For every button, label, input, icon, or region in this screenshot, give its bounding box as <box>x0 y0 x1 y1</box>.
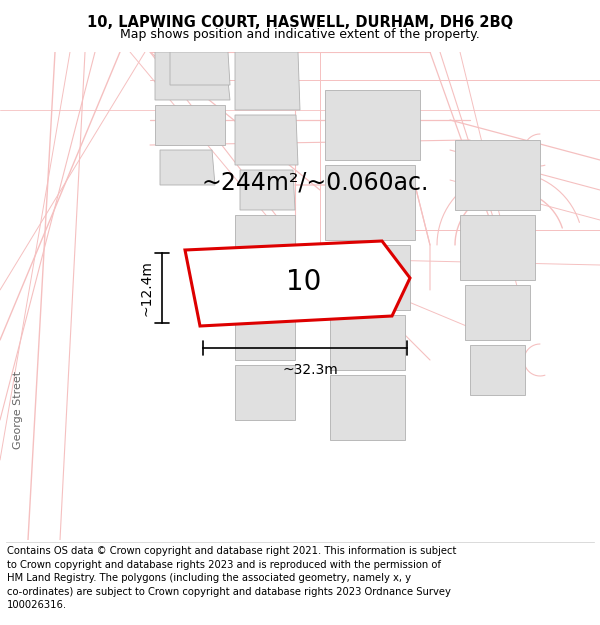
Polygon shape <box>235 52 300 110</box>
Polygon shape <box>155 52 230 100</box>
Text: George Street: George Street <box>13 371 23 449</box>
Text: 10: 10 <box>286 268 322 296</box>
Polygon shape <box>160 150 215 185</box>
Polygon shape <box>325 165 415 240</box>
Polygon shape <box>465 285 530 340</box>
Polygon shape <box>240 170 295 210</box>
Polygon shape <box>235 365 295 420</box>
Text: Map shows position and indicative extent of the property.: Map shows position and indicative extent… <box>120 28 480 41</box>
Polygon shape <box>330 245 410 310</box>
Polygon shape <box>470 345 525 395</box>
Polygon shape <box>330 375 405 440</box>
Polygon shape <box>455 140 540 210</box>
Polygon shape <box>235 215 295 260</box>
Text: ~32.3m: ~32.3m <box>282 363 338 377</box>
Polygon shape <box>155 105 225 145</box>
Text: ~12.4m: ~12.4m <box>140 260 154 316</box>
Polygon shape <box>330 315 405 370</box>
Text: Contains OS data © Crown copyright and database right 2021. This information is : Contains OS data © Crown copyright and d… <box>7 546 457 611</box>
Text: 10, LAPWING COURT, HASWELL, DURHAM, DH6 2BQ: 10, LAPWING COURT, HASWELL, DURHAM, DH6 … <box>87 14 513 29</box>
Polygon shape <box>235 265 295 360</box>
Text: ~244m²/~0.060ac.: ~244m²/~0.060ac. <box>202 171 428 195</box>
Polygon shape <box>235 115 298 165</box>
Polygon shape <box>185 241 410 326</box>
Polygon shape <box>325 90 420 160</box>
Polygon shape <box>170 52 230 85</box>
Polygon shape <box>460 215 535 280</box>
